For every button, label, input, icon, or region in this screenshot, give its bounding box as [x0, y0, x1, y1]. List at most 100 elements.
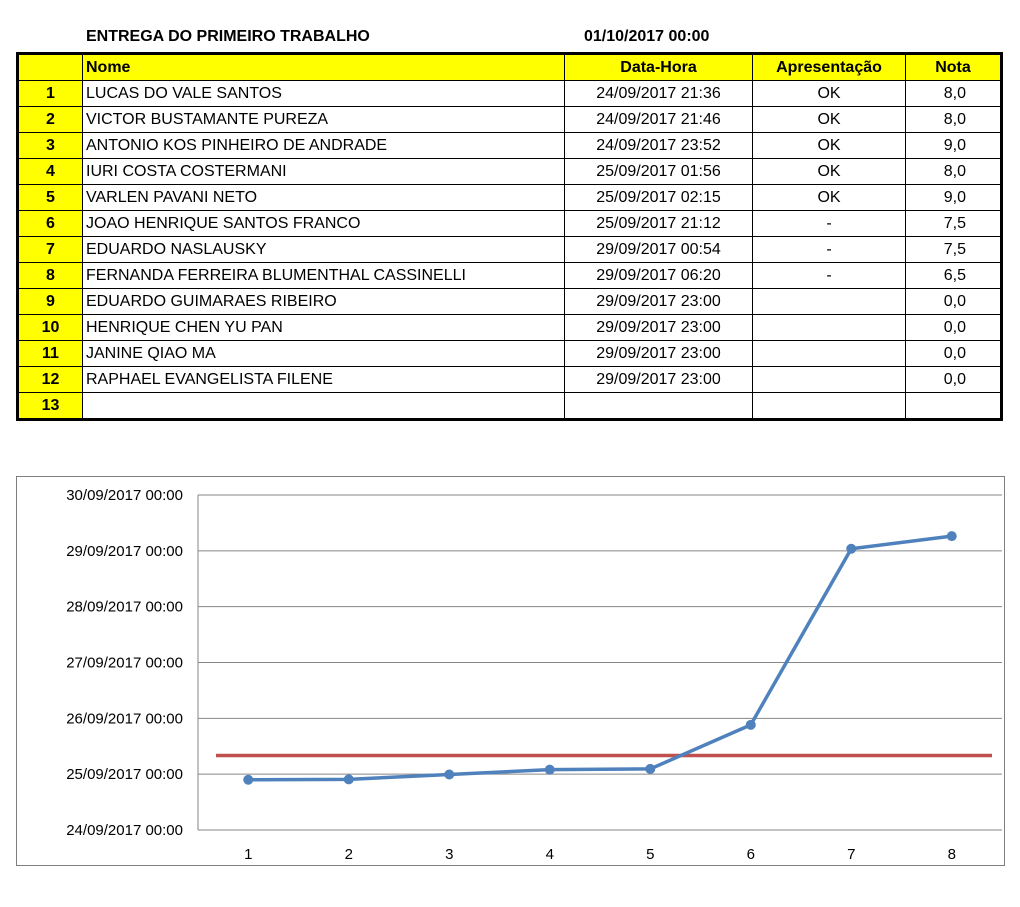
- y-tick-label: 25/09/2017 00:00: [66, 766, 183, 783]
- apresentacao-cell[interactable]: OK: [752, 158, 906, 185]
- datetime-cell[interactable]: 25/09/2017 01:56: [564, 158, 753, 185]
- series-point: [846, 543, 857, 554]
- x-tick-label: 1: [244, 846, 252, 863]
- table-row: 5 VARLEN PAVANI NETO 25/09/2017 02:15 OK 9,0: [17, 184, 1002, 211]
- apresentacao-cell[interactable]: [752, 288, 906, 315]
- y-tick-label: 27/09/2017 00:00: [66, 655, 183, 672]
- row-index-cell[interactable]: 12: [17, 366, 83, 393]
- y-tick-label: 30/09/2017 00:00: [66, 487, 183, 504]
- nota-cell[interactable]: 7,5: [905, 236, 1002, 263]
- row-index-cell[interactable]: 13: [17, 392, 83, 420]
- datetime-cell[interactable]: 29/09/2017 23:00: [564, 366, 753, 393]
- series-point: [544, 764, 555, 775]
- nota-cell[interactable]: 8,0: [905, 80, 1002, 107]
- y-tick-label: 29/09/2017 00:00: [66, 543, 183, 560]
- table-row: 12 RAPHAEL EVANGELISTA FILENE 29/09/2017 2…: [17, 366, 1002, 393]
- table-row: 2 VICTOR BUSTAMANTE PUREZA 24/09/2017 21:4…: [17, 106, 1002, 133]
- name-cell[interactable]: JOAO HENRIQUE SANTOS FRANCO: [82, 210, 565, 237]
- series-point: [243, 774, 254, 785]
- nota-cell[interactable]: 7,5: [905, 210, 1002, 237]
- row-index-cell[interactable]: 3: [17, 132, 83, 159]
- table-row: 8 FERNANDA FERREIRA BLUMENTHAL CASSINELLI…: [17, 262, 1002, 289]
- nota-cell[interactable]: 0,0: [905, 288, 1002, 315]
- name-cell[interactable]: VARLEN PAVANI NETO: [82, 184, 565, 211]
- row-index-cell[interactable]: 11: [17, 340, 83, 367]
- name-cell[interactable]: EDUARDO GUIMARAES RIBEIRO: [82, 288, 565, 315]
- name-cell[interactable]: EDUARDO NASLAUSKY: [82, 236, 565, 263]
- name-cell[interactable]: FERNANDA FERREIRA BLUMENTHAL CASSINELLI: [82, 262, 565, 289]
- x-tick-label: 6: [747, 846, 755, 863]
- name-cell[interactable]: VICTOR BUSTAMANTE PUREZA: [82, 106, 565, 133]
- x-tick-label: 5: [646, 846, 654, 863]
- apresentacao-cell[interactable]: [752, 392, 906, 420]
- header-apresentacao[interactable]: Apresentação: [752, 53, 906, 81]
- row-index-cell[interactable]: 8: [17, 262, 83, 289]
- datetime-cell[interactable]: 25/09/2017 21:12: [564, 210, 753, 237]
- submissions-table: Nome Data-Hora Apresentação Nota 1 LUCAS …: [16, 52, 1003, 421]
- row-index-cell[interactable]: 2: [17, 106, 83, 133]
- table-row: 10 HENRIQUE CHEN YU PAN 29/09/2017 23:00 0,…: [17, 314, 1002, 341]
- datetime-cell[interactable]: 24/09/2017 21:36: [564, 80, 753, 107]
- table-header-row: Nome Data-Hora Apresentação Nota: [17, 53, 1002, 81]
- datetime-cell[interactable]: 24/09/2017 21:46: [564, 106, 753, 133]
- apresentacao-cell[interactable]: [752, 340, 906, 367]
- chart-container: 24/09/2017 00:00 25/09/2017 00:00 26/09/20…: [16, 476, 1005, 866]
- apresentacao-cell[interactable]: [752, 366, 906, 393]
- header-data-hora[interactable]: Data-Hora: [564, 53, 753, 81]
- name-cell[interactable]: HENRIQUE CHEN YU PAN: [82, 314, 565, 341]
- row-index-cell[interactable]: 1: [17, 80, 83, 107]
- x-tick-label: 7: [847, 846, 855, 863]
- table-row: 11 JANINE QIAO MA 29/09/2017 23:00 0,0: [17, 340, 1002, 367]
- apresentacao-cell[interactable]: [752, 314, 906, 341]
- apresentacao-cell[interactable]: -: [752, 262, 906, 289]
- table-row: 13: [17, 392, 1002, 420]
- table-row: 1 LUCAS DO VALE SANTOS 24/09/2017 21:36 OK 8…: [17, 80, 1002, 107]
- name-cell[interactable]: JANINE QIAO MA: [82, 340, 565, 367]
- datetime-cell[interactable]: 29/09/2017 06:20: [564, 262, 753, 289]
- delivery-time-chart: 24/09/2017 00:00 25/09/2017 00:00 26/09/20…: [66, 487, 1002, 863]
- datetime-cell[interactable]: 29/09/2017 23:00: [564, 288, 753, 315]
- name-cell[interactable]: RAPHAEL EVANGELISTA FILENE: [82, 366, 565, 393]
- datetime-cell[interactable]: 29/09/2017 00:54: [564, 236, 753, 263]
- row-index-cell[interactable]: 6: [17, 210, 83, 237]
- row-index-cell[interactable]: 9: [17, 288, 83, 315]
- datetime-cell[interactable]: 25/09/2017 02:15: [564, 184, 753, 211]
- apresentacao-cell[interactable]: -: [752, 236, 906, 263]
- datetime-cell[interactable]: 24/09/2017 23:52: [564, 132, 753, 159]
- nota-cell[interactable]: 8,0: [905, 158, 1002, 185]
- nota-cell[interactable]: 9,0: [905, 132, 1002, 159]
- name-cell[interactable]: ANTONIO KOS PINHEIRO DE ANDRADE: [82, 132, 565, 159]
- apresentacao-cell[interactable]: OK: [752, 80, 906, 107]
- datetime-cell[interactable]: 29/09/2017 23:00: [564, 314, 753, 341]
- y-tick-label: 26/09/2017 00:00: [66, 710, 183, 727]
- header-nota[interactable]: Nota: [905, 53, 1002, 81]
- series-point: [745, 719, 756, 730]
- y-tick-label: 28/09/2017 00:00: [66, 599, 183, 616]
- row-index-cell[interactable]: 10: [17, 314, 83, 341]
- row-index-cell[interactable]: 7: [17, 236, 83, 263]
- nota-cell[interactable]: 0,0: [905, 314, 1002, 341]
- nota-cell[interactable]: 0,0: [905, 340, 1002, 367]
- apresentacao-cell[interactable]: OK: [752, 132, 906, 159]
- apresentacao-cell[interactable]: OK: [752, 184, 906, 211]
- datetime-cell[interactable]: 29/09/2017 23:00: [564, 340, 753, 367]
- name-cell[interactable]: [82, 392, 565, 420]
- nota-cell[interactable]: [905, 392, 1002, 420]
- header-nome[interactable]: Nome: [82, 53, 565, 81]
- x-tick-label: 8: [948, 846, 956, 863]
- nota-cell[interactable]: 6,5: [905, 262, 1002, 289]
- apresentacao-cell[interactable]: OK: [752, 106, 906, 133]
- apresentacao-cell[interactable]: -: [752, 210, 906, 237]
- table-row: 4 IURI COSTA COSTERMANI 25/09/2017 01:56 OK…: [17, 158, 1002, 185]
- row-index-cell[interactable]: 4: [17, 158, 83, 185]
- series-point: [645, 763, 656, 774]
- name-cell[interactable]: IURI COSTA COSTERMANI: [82, 158, 565, 185]
- nota-cell[interactable]: 8,0: [905, 106, 1002, 133]
- name-cell[interactable]: LUCAS DO VALE SANTOS: [82, 80, 565, 107]
- nota-cell[interactable]: 0,0: [905, 366, 1002, 393]
- datetime-cell[interactable]: [564, 392, 753, 420]
- nota-cell[interactable]: 9,0: [905, 184, 1002, 211]
- row-index-cell[interactable]: 5: [17, 184, 83, 211]
- table-row: 3 ANTONIO KOS PINHEIRO DE ANDRADE 24/09/20…: [17, 132, 1002, 159]
- header-index-cell[interactable]: [17, 53, 83, 81]
